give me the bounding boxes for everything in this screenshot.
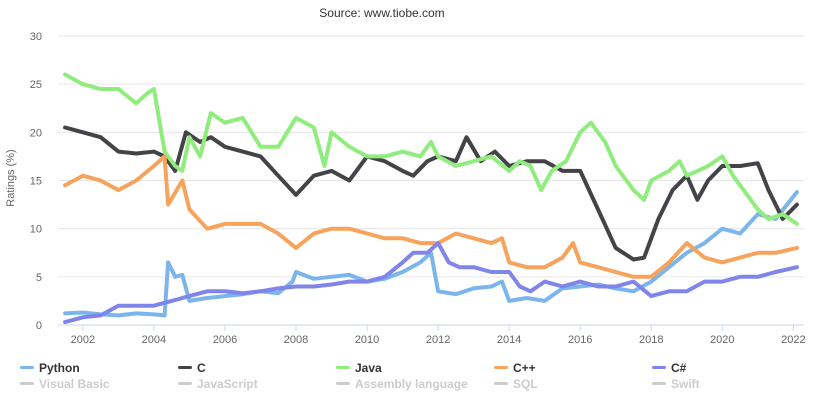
series-line-c- — [63, 154, 799, 279]
y-axis-ticks: 0 5 10 15 20 25 30 — [30, 31, 42, 332]
chart-title: Source: www.tiobe.com — [319, 6, 444, 20]
legend-label: Assembly language — [355, 377, 468, 391]
legend: Python C Java C++ C# Visual Basic JavaScript As… — [20, 361, 700, 391]
legend-label: JavaScript — [197, 377, 258, 391]
legend-item-java[interactable]: Java — [336, 361, 382, 375]
x-tick-label: 2018 — [639, 334, 663, 346]
x-tick-label: 2020 — [710, 334, 734, 346]
legend-swatch — [336, 382, 350, 385]
legend-swatch — [178, 366, 192, 369]
y-axis-label: Ratings (%) — [5, 149, 17, 206]
legend-item-c-[interactable]: C++ — [494, 361, 536, 375]
legend-label: SQL — [513, 377, 538, 391]
y-tick-label: 5 — [36, 272, 42, 284]
legend-label: Visual Basic — [39, 377, 110, 391]
legend-swatch — [20, 382, 34, 385]
legend-swatch — [494, 382, 508, 385]
legend-item-python[interactable]: Python — [20, 361, 80, 375]
legend-swatch — [178, 382, 192, 385]
series-lines — [63, 72, 799, 325]
x-tick-label: 2012 — [426, 334, 450, 346]
legend-label: C — [197, 361, 206, 375]
legend-item-c[interactable]: C — [178, 361, 206, 375]
legend-item-assembly-language[interactable]: Assembly language — [336, 377, 468, 391]
x-tick-label: 2002 — [71, 334, 95, 346]
y-tick-label: 25 — [30, 79, 42, 91]
legend-label: Java — [355, 361, 382, 375]
x-tick-label: 2014 — [497, 334, 521, 346]
x-tick-label: 2010 — [355, 334, 379, 346]
y-tick-label: 20 — [30, 127, 42, 139]
legend-label: C++ — [513, 361, 536, 375]
x-tick-label: 2004 — [142, 334, 166, 346]
y-tick-label: 0 — [36, 320, 42, 332]
legend-item-swift[interactable]: Swift — [652, 377, 700, 391]
legend-swatch — [20, 366, 34, 369]
legend-swatch — [336, 366, 350, 369]
legend-item-visual-basic[interactable]: Visual Basic — [20, 377, 110, 391]
y-tick-label: 30 — [30, 31, 42, 43]
legend-label: Python — [39, 361, 80, 375]
legend-item-c-[interactable]: C# — [652, 361, 687, 375]
y-tick-label: 15 — [30, 176, 42, 188]
x-tick-label: 2006 — [213, 334, 237, 346]
legend-item-sql[interactable]: SQL — [494, 377, 538, 391]
x-tick-label: 2008 — [284, 334, 308, 346]
series-line-python — [63, 190, 799, 318]
x-tick-label: 2016 — [568, 334, 592, 346]
y-tick-label: 10 — [30, 224, 42, 236]
x-tick-label: 2022 — [781, 334, 805, 346]
legend-swatch — [652, 366, 666, 369]
legend-item-javascript[interactable]: JavaScript — [178, 377, 258, 391]
legend-swatch — [494, 366, 508, 369]
x-axis-ticks: 2002 2004 2006 2008 2010 2012 2014 2016 2018 2020… — [71, 325, 806, 346]
series-line-c- — [63, 241, 799, 325]
legend-label: C# — [671, 361, 687, 375]
legend-label: Swift — [671, 377, 700, 391]
series-line-java — [63, 72, 799, 226]
legend-swatch — [652, 382, 666, 385]
